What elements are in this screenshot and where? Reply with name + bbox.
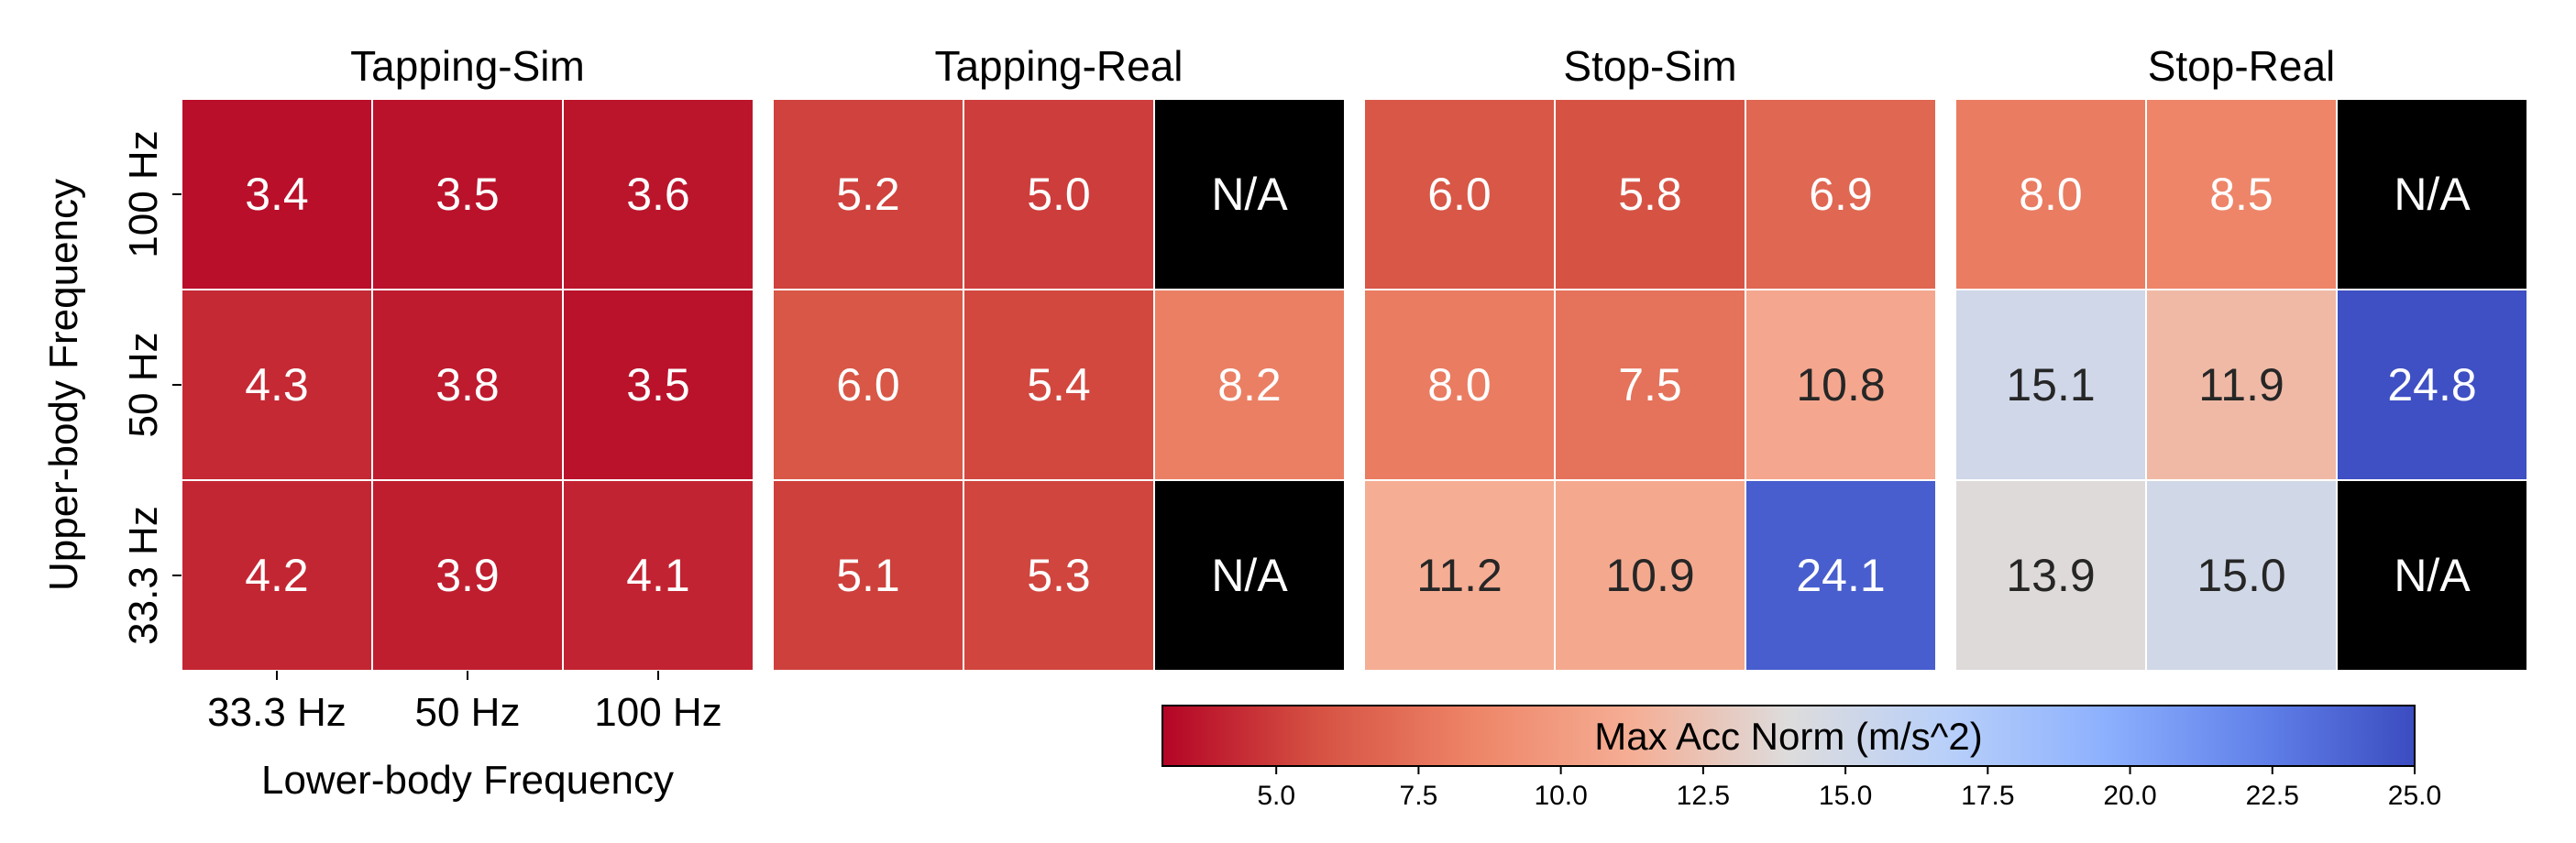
cell-value-label: 5.3 bbox=[1027, 550, 1091, 601]
x-tick-label: 100 Hz bbox=[594, 690, 721, 735]
heatmap-cell bbox=[1363, 98, 1556, 290]
heatmap-cell bbox=[1363, 289, 1556, 481]
panel-title: Stop-Real bbox=[2148, 42, 2336, 90]
cell-value-label: 8.0 bbox=[2019, 169, 2083, 220]
y-tick-label: 100 Hz bbox=[121, 130, 166, 257]
heatmap-cell bbox=[2336, 479, 2528, 672]
cell-value-label: 5.8 bbox=[1618, 169, 1682, 220]
cell-value-label: 4.3 bbox=[245, 359, 309, 411]
heatmap-cell bbox=[1954, 479, 2147, 672]
heatmap-cell bbox=[1153, 479, 1346, 672]
cell-value-label: 8.5 bbox=[2209, 169, 2273, 220]
cell-value-label: 4.2 bbox=[245, 550, 309, 601]
colorbar-tick-label: 12.5 bbox=[1677, 781, 1730, 811]
heatmap-cell bbox=[1153, 289, 1346, 481]
heatmap-cell bbox=[1745, 479, 1937, 672]
cell-value-label: 3.6 bbox=[626, 169, 690, 220]
cell-value-label: 6.9 bbox=[1809, 169, 1873, 220]
colorbar-tick-label: 20.0 bbox=[2103, 781, 2156, 811]
cell-value-label: 24.1 bbox=[1796, 550, 1885, 601]
heatmap-cell bbox=[1954, 98, 2147, 290]
cell-value-label: 6.0 bbox=[836, 359, 900, 411]
cell-value-label: 3.5 bbox=[626, 359, 690, 411]
heatmap-cell bbox=[963, 289, 1155, 481]
panel-tapping-sim: Tapping-Sim 3.4 3.5 3.6 4.3 3.8 3.5 4.2 3.9 4.1 bbox=[181, 42, 754, 672]
y-tick-label: 33.3 Hz bbox=[121, 506, 166, 645]
cell-value-label: 24.8 bbox=[2387, 359, 2476, 411]
colorbar-tick-label: 15.0 bbox=[1819, 781, 1872, 811]
colorbar-tick-label: 5.0 bbox=[1257, 781, 1295, 811]
cell-value-label: 5.2 bbox=[836, 169, 900, 220]
heatmap-cell bbox=[772, 479, 964, 672]
colorbar-tick-label: 10.0 bbox=[1534, 781, 1587, 811]
cell-value-label: N/A bbox=[1211, 550, 1288, 601]
y-tick-label: 50 Hz bbox=[121, 333, 166, 438]
heatmap-cell bbox=[963, 479, 1155, 672]
cell-value-label: 5.1 bbox=[836, 550, 900, 601]
heatmap-cell bbox=[371, 289, 564, 481]
heatmap-cell bbox=[1745, 98, 1937, 290]
heatmap-cell bbox=[772, 98, 964, 290]
cell-value-label: 15.1 bbox=[2006, 359, 2095, 411]
cell-value-label: 11.9 bbox=[2198, 359, 2284, 411]
heatmap-cell bbox=[1554, 289, 1746, 481]
heatmap-cell bbox=[2336, 98, 2528, 290]
cell-value-label: 13.9 bbox=[2006, 550, 2095, 601]
x-tick-label: 33.3 Hz bbox=[207, 690, 347, 735]
cell-value-label: 4.1 bbox=[626, 550, 690, 601]
cell-value-label: 3.9 bbox=[435, 550, 500, 601]
colorbar-ticks: 5.0 7.5 10.0 12.5 15.0 17.5 20.0 22.5 25.0 bbox=[1257, 766, 2441, 811]
cell-value-label: 10.9 bbox=[1605, 550, 1694, 601]
axes: Upper-body Frequency Lower-body Frequenc… bbox=[41, 130, 722, 803]
cell-value-label: 7.5 bbox=[1618, 359, 1682, 411]
cell-value-label: N/A bbox=[1211, 169, 1288, 220]
panel-tapping-real: Tapping-Real 5.2 5.0 N/A 6.0 5.4 8.2 5.1 5.3 N/A bbox=[772, 42, 1346, 672]
panel-stop-real: Stop-Real 8.0 8.5 N/A 15.1 11.9 24.8 13.9 15.0 N/… bbox=[1954, 42, 2528, 672]
heatmap-cell bbox=[772, 289, 964, 481]
heatmap-cell bbox=[1554, 98, 1746, 290]
colorbar-label: Max Acc Norm (m/s^2) bbox=[1594, 715, 1982, 758]
colorbar-tick-label: 22.5 bbox=[2246, 781, 2299, 811]
panel-title: Stop-Sim bbox=[1563, 42, 1736, 90]
cell-value-label: 5.4 bbox=[1027, 359, 1091, 411]
cell-value-label: 8.2 bbox=[1217, 359, 1282, 411]
heatmap-cell bbox=[1153, 98, 1346, 290]
cell-value-label: 8.0 bbox=[1427, 359, 1492, 411]
cell-value-label: 3.8 bbox=[435, 359, 500, 411]
cell-value-label: 15.0 bbox=[2196, 550, 2285, 601]
y-axis-label: Upper-body Frequency bbox=[41, 179, 86, 591]
heatmap-cell bbox=[562, 98, 754, 290]
colorbar-gradient bbox=[1161, 705, 2416, 767]
x-axis-label: Lower-body Frequency bbox=[261, 758, 674, 803]
heatmap-cell bbox=[1745, 289, 1937, 481]
cell-value-label: N/A bbox=[2394, 550, 2471, 601]
cell-value-label: 10.8 bbox=[1796, 359, 1885, 411]
cell-value-label: 5.0 bbox=[1027, 169, 1091, 220]
heatmap-cell bbox=[2145, 479, 2338, 672]
cell-value-label: 6.0 bbox=[1427, 169, 1492, 220]
heatmap-cell bbox=[2145, 98, 2338, 290]
x-tick-label: 50 Hz bbox=[415, 690, 521, 735]
panel-stop-sim: Stop-Sim 6.0 5.8 6.9 8.0 7.5 10.8 11.2 10.9 24.1 bbox=[1363, 42, 1937, 672]
colorbar-tick-label: 17.5 bbox=[1961, 781, 2014, 811]
colorbar-tick-label: 25.0 bbox=[2388, 781, 2441, 811]
panel-title: Tapping-Real bbox=[934, 42, 1183, 90]
heatmap-cell bbox=[2336, 289, 2528, 481]
heatmap-cell bbox=[562, 289, 754, 481]
cell-value-label: 11.2 bbox=[1416, 550, 1503, 601]
heatmap-cell bbox=[371, 479, 564, 672]
panel-title: Tapping-Sim bbox=[350, 42, 585, 90]
colorbar: Max Acc Norm (m/s^2) 5.0 7.5 10.0 12.5 15.0 1… bbox=[1161, 705, 2441, 811]
heatmap-cell bbox=[181, 289, 373, 481]
colorbar-tick-label: 7.5 bbox=[1400, 781, 1438, 811]
heatmap-cell bbox=[1363, 479, 1556, 672]
cell-value-label: 3.4 bbox=[245, 169, 309, 220]
heatmap-cell bbox=[1954, 289, 2147, 481]
cell-value-label: 3.5 bbox=[435, 169, 500, 220]
heatmap-cell bbox=[371, 98, 564, 290]
cell-value-label: N/A bbox=[2394, 169, 2471, 220]
heatmap-cell bbox=[181, 98, 373, 290]
